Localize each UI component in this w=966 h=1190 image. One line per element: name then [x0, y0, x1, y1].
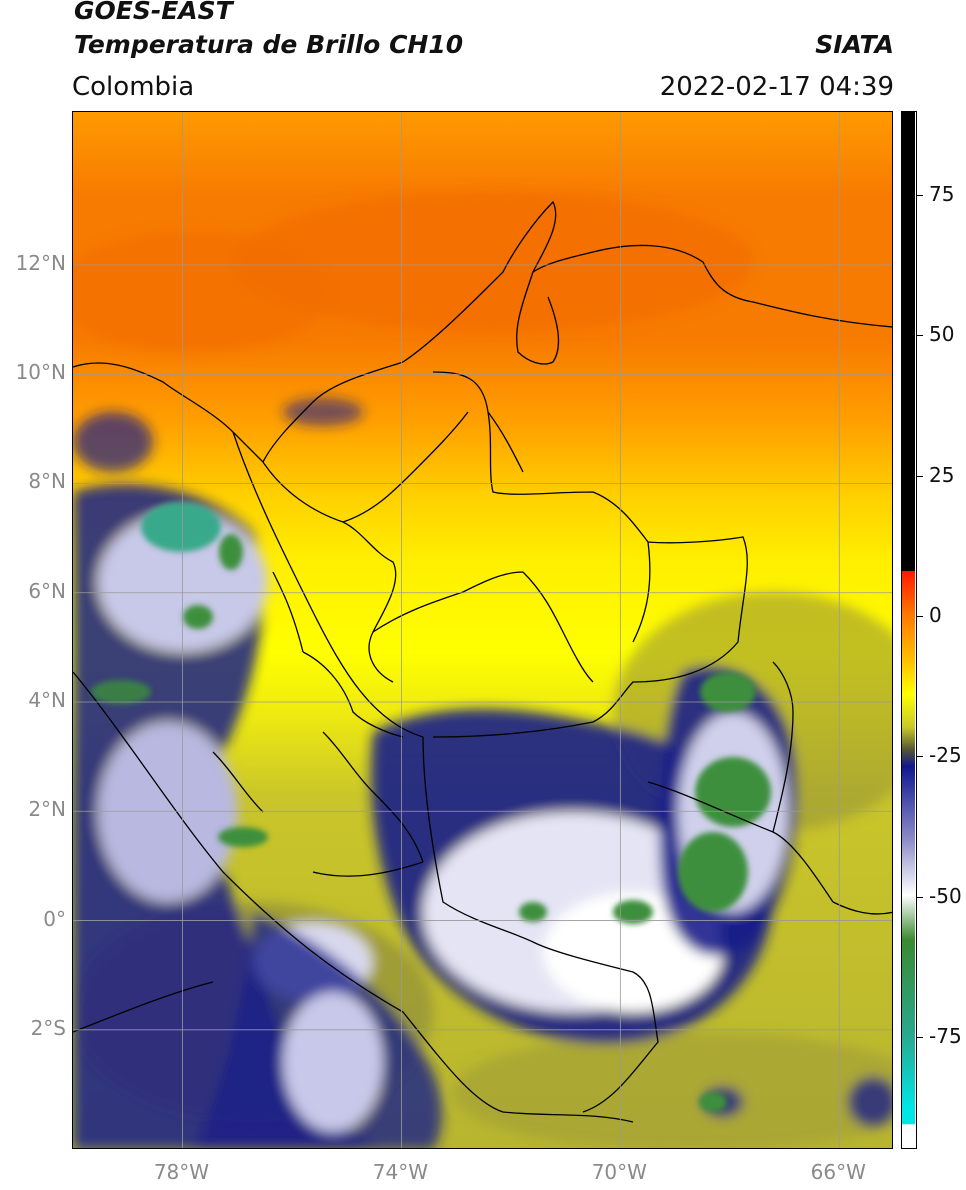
colorbar-tick-label: 0 — [929, 602, 942, 627]
colorbar-tick — [917, 756, 923, 758]
title-satellite: GOES-EAST — [74, 0, 233, 25]
lat-tick-label: 4°N — [28, 688, 66, 713]
lat-tick-label: 12°N — [15, 250, 66, 275]
map-panel[interactable] — [72, 111, 893, 1149]
colorbar-tick-label: -25 — [929, 743, 962, 768]
lon-tick-label: 78°W — [153, 1160, 210, 1184]
colorbar-tick-label: 25 — [929, 462, 955, 487]
lat-tick-label: 6°N — [28, 578, 66, 603]
colorbar-tick — [917, 615, 923, 617]
colorbar-tick-label: 75 — [929, 182, 955, 207]
colorbar-tick — [917, 195, 923, 197]
organization-label: SIATA — [815, 30, 894, 59]
lat-tick-label: 2°N — [28, 797, 66, 822]
cloud-field — [73, 192, 892, 1148]
colorbar — [901, 111, 917, 1149]
region-label: Colombia — [72, 72, 195, 102]
colorbar-tick-label: 50 — [929, 322, 955, 347]
colorbar-fill — [902, 112, 915, 1147]
brightness-temperature-map — [73, 112, 892, 1148]
lon-tick-label: 70°W — [591, 1160, 647, 1184]
country-borders — [73, 200, 892, 1123]
colorbar-tick — [917, 1036, 923, 1038]
colorbar-tick — [917, 896, 923, 898]
graticule — [73, 112, 892, 1148]
timestamp-label: 2022-02-17 04:39 — [659, 72, 894, 102]
lat-tick-label: 10°N — [15, 360, 66, 385]
colorbar-tick-label: -50 — [929, 883, 962, 908]
colorbar-gradient — [902, 112, 915, 1147]
colorbar-tick — [917, 335, 923, 337]
colorbar-tick — [917, 475, 923, 477]
lat-tick-label: 2°S — [30, 1015, 66, 1040]
lat-tick-label: 8°N — [28, 469, 66, 494]
lat-tick-label: 0° — [43, 906, 66, 931]
lon-tick-label: 74°W — [372, 1160, 428, 1184]
colorbar-tick-label: -75 — [929, 1023, 962, 1048]
lon-tick-label: 66°W — [810, 1160, 866, 1184]
title-product: Temperatura de Brillo CH10 — [74, 30, 464, 59]
